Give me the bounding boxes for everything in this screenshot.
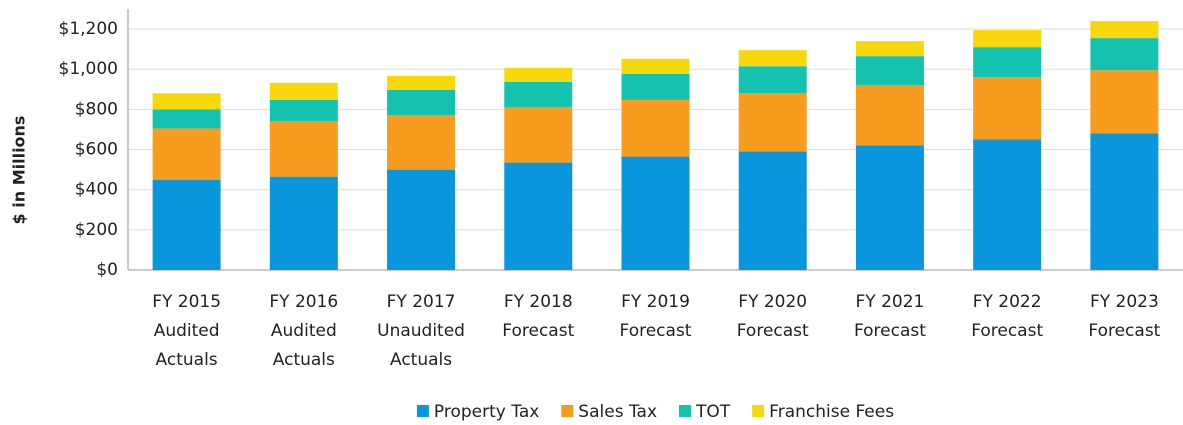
legend-swatch	[752, 405, 765, 417]
bar-segment	[973, 47, 1042, 78]
bar-segment	[855, 41, 924, 57]
bar-segment	[973, 77, 1042, 140]
bar-segment	[269, 121, 338, 177]
bar-segment	[152, 109, 221, 129]
y-tick-label: $400	[75, 180, 118, 200]
x-tick-label: FY 2023	[1090, 292, 1159, 312]
bar-segment	[621, 99, 690, 157]
legend: Property Tax Sales Tax TOT Franchise Fees	[416, 402, 894, 422]
bar-segment	[738, 50, 807, 67]
bar-segment	[855, 145, 924, 270]
legend-swatch	[416, 405, 429, 417]
bar-segment	[855, 56, 924, 86]
legend-label: Sales Tax	[578, 402, 657, 422]
bar-segment	[269, 176, 338, 270]
bar-segment	[1090, 21, 1159, 39]
bar-segment	[387, 115, 456, 170]
x-tick-label: FY 2022	[973, 292, 1042, 312]
x-tick-label: Forecast	[620, 321, 692, 341]
x-tick-label: FY 2017	[387, 292, 456, 312]
x-tick-label: Forecast	[502, 321, 574, 341]
bar-segment	[1090, 70, 1159, 134]
legend-label: Property Tax	[434, 402, 539, 422]
bar-segment	[621, 58, 690, 74]
bar-segment	[973, 139, 1042, 270]
bar-segment	[973, 30, 1042, 48]
bar-segment	[738, 66, 807, 94]
bar-segment	[1090, 38, 1159, 71]
bar-segment	[738, 93, 807, 152]
x-tick-label: Forecast	[1088, 321, 1160, 341]
y-tick-label: $1,200	[59, 19, 118, 39]
x-tick-label: Audited	[271, 321, 337, 341]
x-tick-label: FY 2019	[621, 292, 690, 312]
bar-segment	[1090, 133, 1159, 270]
x-tick-label: Unaudited	[377, 321, 465, 341]
bar-segment	[387, 169, 456, 270]
bar-segment	[152, 179, 221, 270]
bar-segment	[621, 156, 690, 270]
x-tick-label: Forecast	[854, 321, 926, 341]
y-tick-label: $600	[75, 140, 118, 160]
bar-segment	[504, 162, 573, 270]
x-tick-label: Forecast	[737, 321, 809, 341]
bar-segment	[504, 67, 573, 82]
bar-segment	[387, 75, 456, 90]
x-tick-label: FY 2018	[504, 292, 573, 312]
bar-segment	[504, 81, 573, 107]
bar-segment	[387, 89, 456, 116]
y-axis-title: $ in Millions	[10, 116, 29, 225]
bar-segment	[152, 93, 221, 110]
legend-swatch	[561, 405, 574, 417]
bar-segment	[621, 73, 690, 100]
legend-label: TOT	[695, 402, 731, 422]
x-tick-label: Actuals	[156, 350, 218, 370]
x-tick-label: FY 2015	[152, 292, 221, 312]
bar-segment	[269, 82, 338, 100]
y-tick-label: $1,000	[59, 59, 118, 79]
x-tick-label: Audited	[154, 321, 220, 341]
x-tick-label: Forecast	[971, 321, 1043, 341]
x-tick-label: FY 2020	[738, 292, 807, 312]
bar-segment	[269, 99, 338, 122]
legend-swatch	[679, 405, 692, 417]
x-tick-label: FY 2016	[269, 292, 338, 312]
legend-label: Franchise Fees	[769, 402, 894, 422]
bar-segment	[855, 85, 924, 146]
bar-segment	[738, 151, 807, 270]
y-tick-label: $0	[96, 260, 118, 280]
x-tick-label: Actuals	[273, 350, 335, 370]
y-tick-label: $800	[75, 99, 118, 119]
bar-segment	[504, 106, 573, 163]
x-tick-label: FY 2021	[856, 292, 925, 312]
bar-segment	[152, 128, 221, 180]
y-tick-label: $200	[75, 220, 118, 240]
x-tick-label: Actuals	[390, 350, 452, 370]
